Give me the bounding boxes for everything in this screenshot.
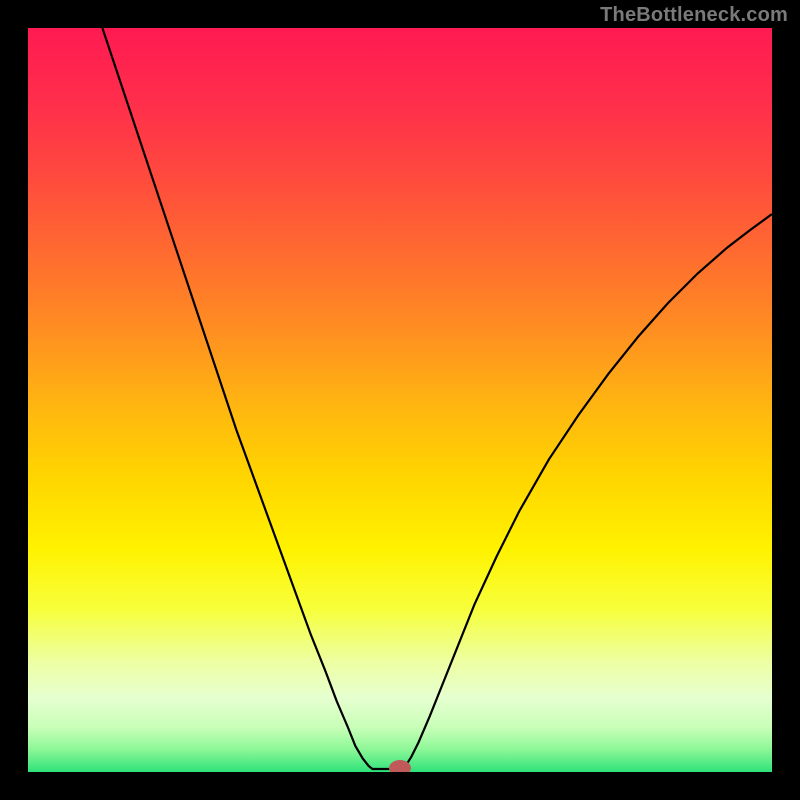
plot-area <box>28 28 772 772</box>
watermark-text: TheBottleneck.com <box>600 4 788 27</box>
bottleneck-curve <box>28 28 772 772</box>
chart-frame: TheBottleneck.com <box>0 0 800 800</box>
optimum-marker <box>389 760 411 772</box>
